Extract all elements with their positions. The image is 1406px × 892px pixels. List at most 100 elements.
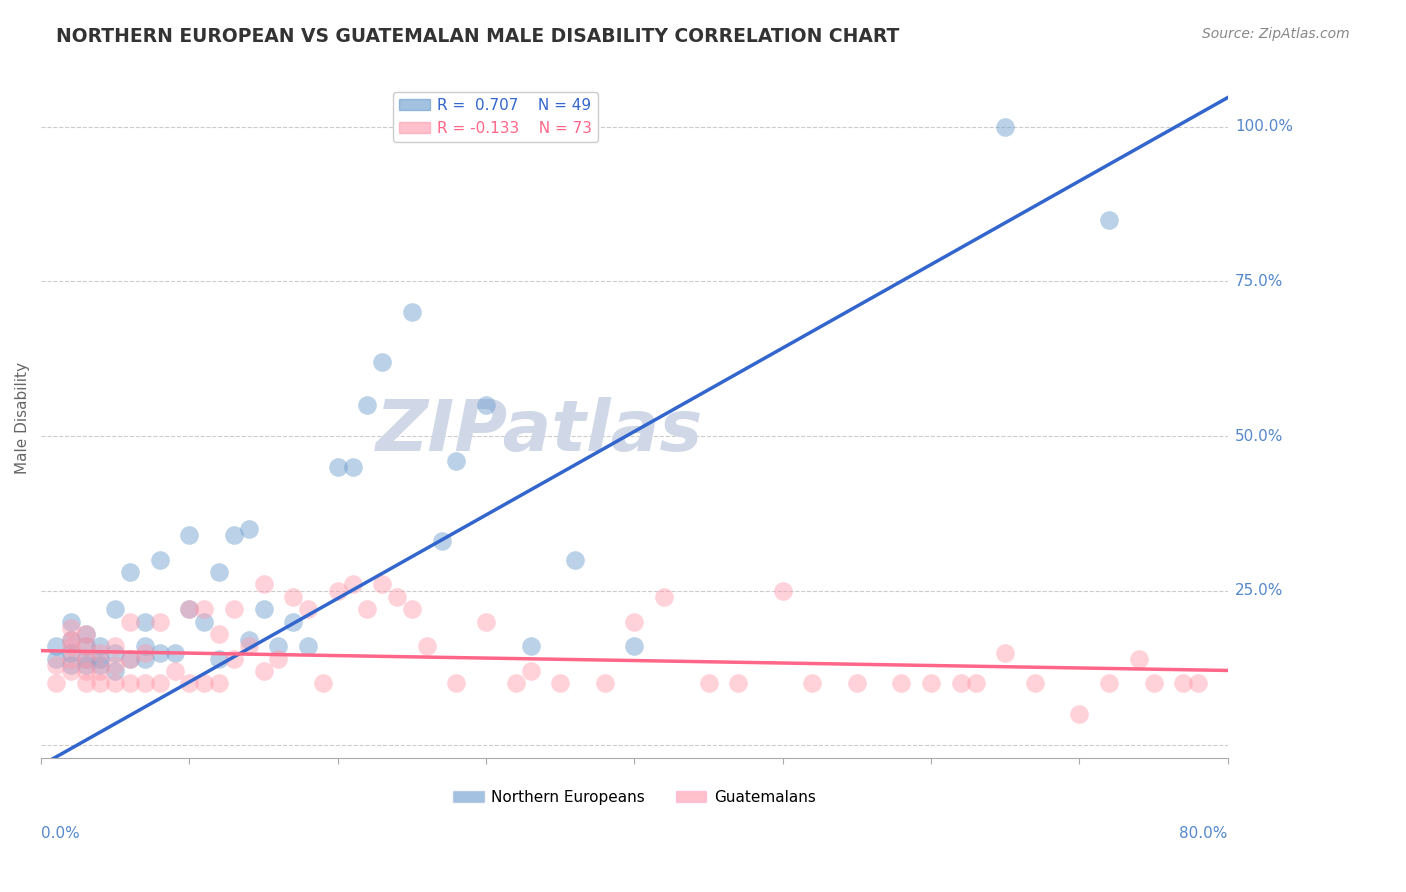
Point [222, 528, 245, 542]
Point [179, 602, 201, 616]
Point [920, 676, 942, 690]
Text: 25.0%: 25.0% [1236, 583, 1284, 599]
Point [283, 590, 305, 604]
Text: 0.0%: 0.0% [41, 826, 80, 840]
Point [149, 553, 172, 567]
Point [59, 651, 82, 665]
Point [89, 646, 111, 660]
Point [342, 577, 364, 591]
Point [1069, 707, 1091, 722]
Point [385, 590, 408, 604]
Point [994, 646, 1017, 660]
Point [208, 565, 231, 579]
Point [519, 664, 541, 678]
Point [120, 676, 142, 690]
Point [75, 651, 97, 665]
Point [149, 615, 172, 629]
Point [45, 676, 67, 690]
Point [75, 657, 97, 672]
Point [297, 640, 319, 654]
Point [1187, 676, 1209, 690]
Text: 75.0%: 75.0% [1236, 274, 1284, 289]
Point [652, 590, 675, 604]
Point [45, 657, 67, 672]
Point [75, 640, 97, 654]
Point [134, 640, 156, 654]
Point [45, 651, 67, 665]
Point [267, 651, 290, 665]
Point [994, 120, 1017, 134]
Point [179, 528, 201, 542]
Point [356, 398, 378, 412]
Text: 80.0%: 80.0% [1180, 826, 1227, 840]
Text: 100.0%: 100.0% [1236, 120, 1294, 135]
Point [845, 676, 868, 690]
Point [297, 602, 319, 616]
Point [238, 633, 260, 648]
Point [59, 664, 82, 678]
Point [1173, 676, 1195, 690]
Point [446, 676, 468, 690]
Point [104, 657, 127, 672]
Point [134, 651, 156, 665]
Point [89, 664, 111, 678]
Point [75, 651, 97, 665]
Point [371, 577, 394, 591]
Point [45, 640, 67, 654]
Point [326, 460, 349, 475]
Point [104, 602, 127, 616]
Point [356, 602, 378, 616]
Legend: Northern Europeans, Guatemalans: Northern Europeans, Guatemalans [447, 784, 823, 811]
Point [134, 676, 156, 690]
Point [1128, 651, 1150, 665]
Point [193, 602, 215, 616]
Point [120, 651, 142, 665]
Point [623, 640, 645, 654]
Point [949, 676, 972, 690]
Text: Source: ZipAtlas.com: Source: ZipAtlas.com [1202, 27, 1350, 41]
Point [326, 583, 349, 598]
Point [1024, 676, 1046, 690]
Point [134, 615, 156, 629]
Point [75, 676, 97, 690]
Point [475, 615, 498, 629]
Point [104, 646, 127, 660]
Point [179, 676, 201, 690]
Point [59, 621, 82, 635]
Point [965, 676, 987, 690]
Point [371, 355, 394, 369]
Point [59, 640, 82, 654]
Point [208, 627, 231, 641]
Point [59, 657, 82, 672]
Point [238, 522, 260, 536]
Point [59, 646, 82, 660]
Point [120, 565, 142, 579]
Point [890, 676, 912, 690]
Point [163, 664, 186, 678]
Point [104, 664, 127, 678]
Point [75, 664, 97, 678]
Point [283, 615, 305, 629]
Text: NORTHERN EUROPEAN VS GUATEMALAN MALE DISABILITY CORRELATION CHART: NORTHERN EUROPEAN VS GUATEMALAN MALE DIS… [56, 27, 900, 45]
Point [193, 615, 215, 629]
Point [222, 651, 245, 665]
Point [104, 676, 127, 690]
Y-axis label: Male Disability: Male Disability [15, 361, 30, 474]
Point [252, 602, 274, 616]
Point [120, 615, 142, 629]
Text: 50.0%: 50.0% [1236, 428, 1284, 443]
Point [222, 602, 245, 616]
Point [1098, 676, 1121, 690]
Point [75, 627, 97, 641]
Point [89, 651, 111, 665]
Point [208, 651, 231, 665]
Point [59, 615, 82, 629]
Point [89, 676, 111, 690]
Point [75, 640, 97, 654]
Point [120, 651, 142, 665]
Point [252, 577, 274, 591]
Point [267, 640, 290, 654]
Point [416, 640, 439, 654]
Point [89, 640, 111, 654]
Point [89, 657, 111, 672]
